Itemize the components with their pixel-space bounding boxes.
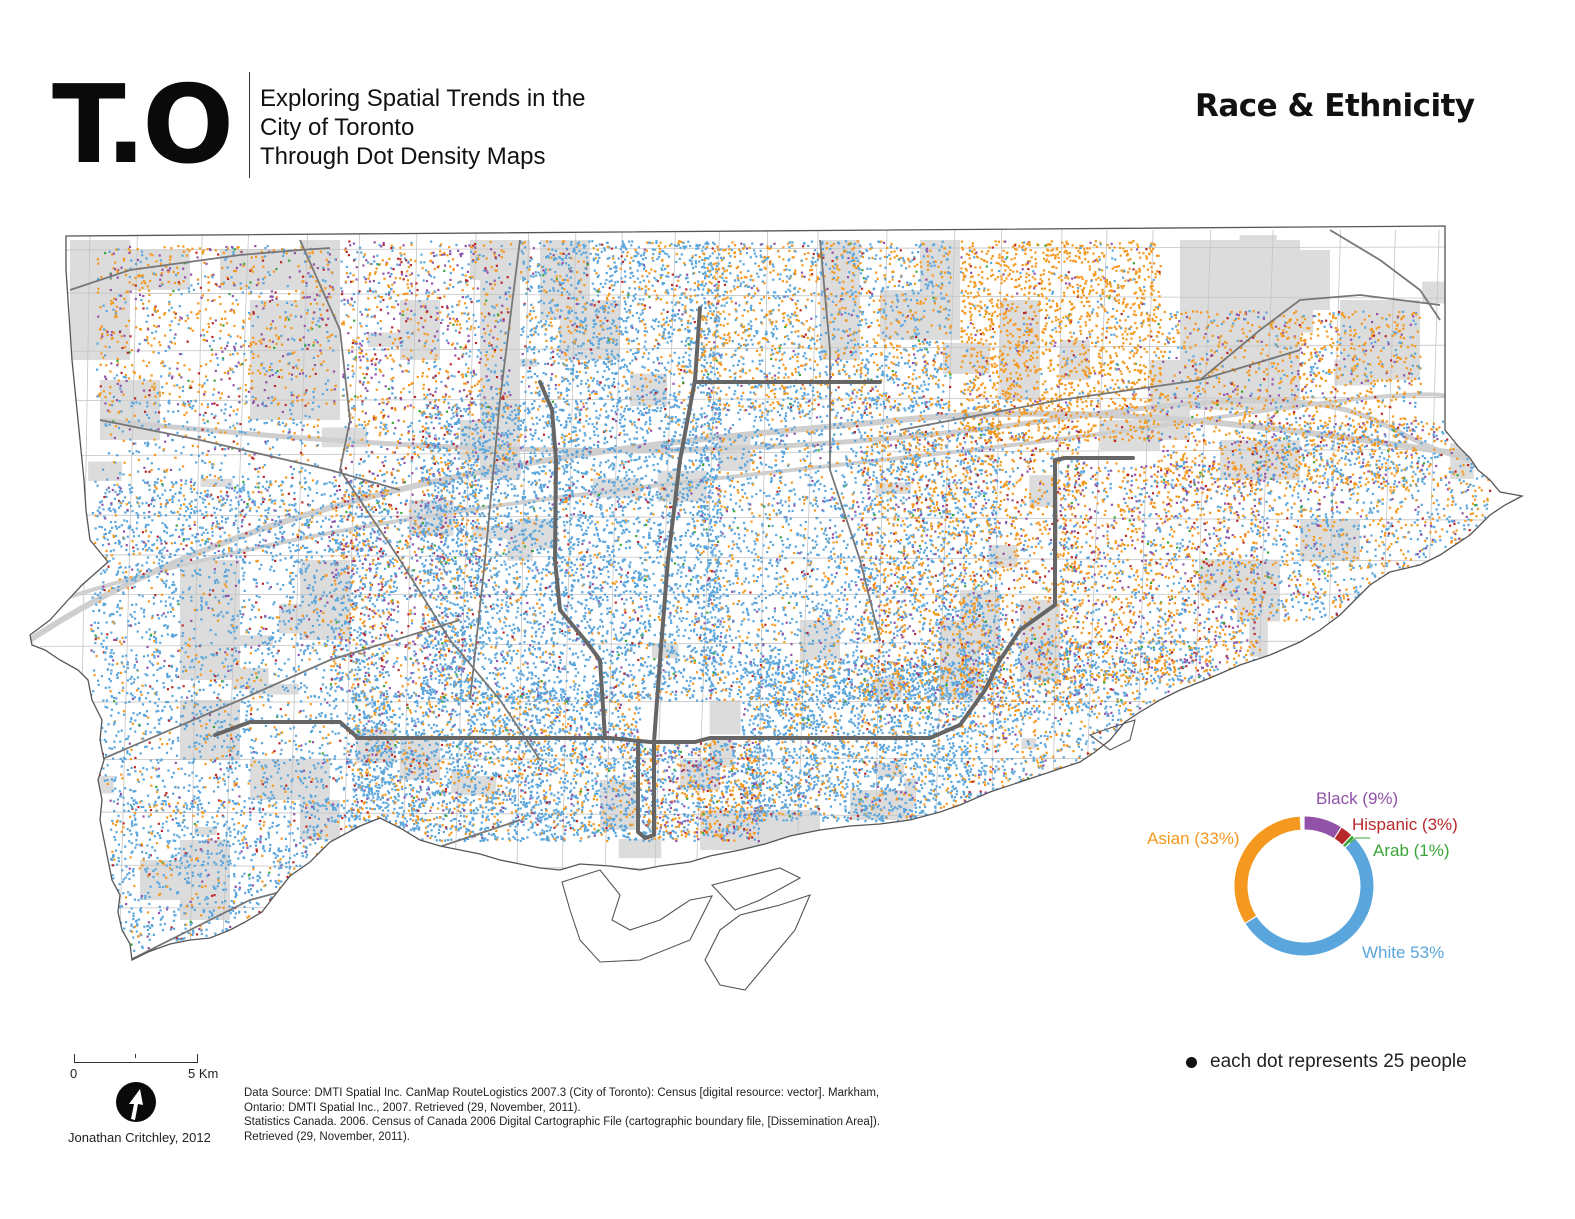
map-theme-title: Race & Ethnicity [1195,88,1475,124]
legend-label-hispanic: Hispanic (3%) [1352,815,1458,835]
donut-segment-asian [1234,816,1301,924]
dot-density-note: each dot represents 25 people [1186,1051,1467,1073]
subtitle-line-1: Exploring Spatial Trends in the [260,84,586,113]
subway-lines [213,306,1135,840]
legend-label-arab: Arab (1%) [1373,841,1450,861]
ethnicity-donut-chart [1234,815,1374,956]
subtitle-line-3: Through Dot Density Maps [260,142,586,171]
dot-note-text: each dot represents 25 people [1210,1051,1467,1073]
logo: T.O [52,72,234,180]
land-use-layer [30,226,1522,960]
donut-segment-black [1303,816,1342,839]
scale-end-label: 5 Km [188,1066,218,1081]
logo-divider [249,72,250,178]
toronto-islands [561,719,1136,991]
subtitle-line-2: City of Toronto [260,113,586,142]
subtitle: Exploring Spatial Trends in the City of … [260,84,586,171]
legend-label-white: White 53% [1362,943,1444,963]
data-source-citation: Data Source: DMTI Spatial Inc. CanMap Ro… [244,1086,880,1144]
city-boundary [29,225,1524,961]
legend-label-asian: Asian (33%) [1147,829,1240,849]
donut-segment-hispanic [1334,827,1352,845]
author-credit: Jonathan Critchley, 2012 [68,1130,211,1145]
population-dots [90,240,1493,952]
donut-segment-white [1245,838,1374,956]
north-arrow-icon [116,1082,156,1122]
scale-start-label: 0 [70,1066,77,1081]
legend-label-black: Black (9%) [1316,789,1398,809]
dot-symbol-icon [1186,1056,1197,1068]
scale-bar [74,1054,198,1063]
arab-leader-line [1349,837,1370,844]
